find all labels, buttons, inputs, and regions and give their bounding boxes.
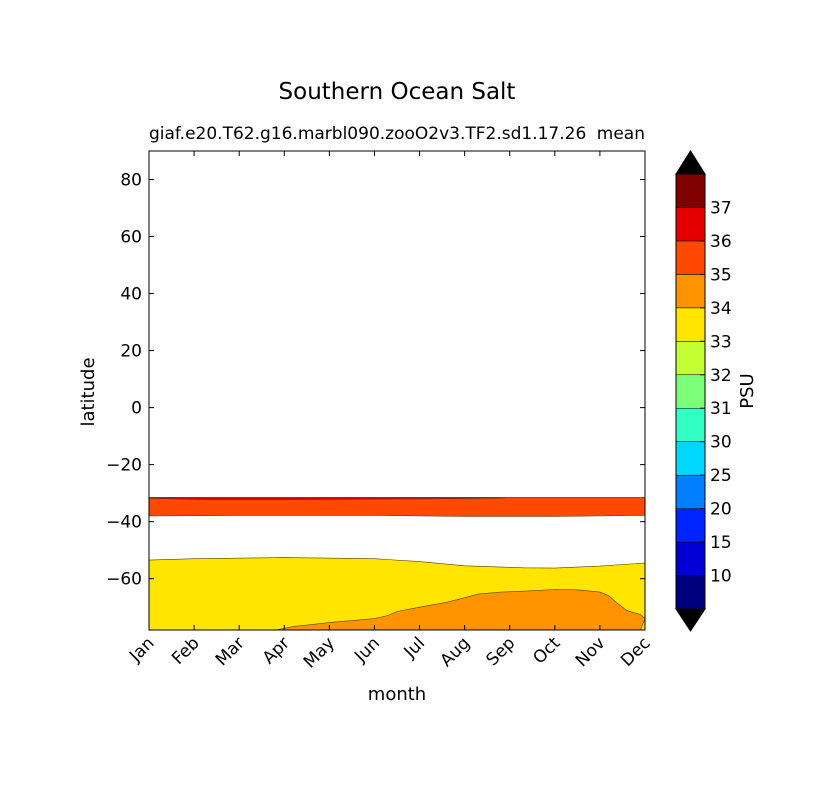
colorbar-tick-label: 37: [710, 198, 732, 218]
colorbar-tick-label: 20: [710, 500, 732, 520]
chart-subtitle-right: mean: [597, 124, 645, 144]
y-tick-label: 80: [120, 171, 142, 191]
colorbar-tick-label: 34: [710, 299, 732, 319]
colorbar-segment: [675, 341, 706, 376]
colorbar-tick-label: 35: [710, 265, 732, 285]
colorbar-label: PSU: [737, 373, 758, 408]
x-tick-label: Jun: [350, 633, 384, 667]
colorbar-segment: [675, 274, 706, 309]
y-tick-label: −60: [106, 570, 142, 590]
colorbar-tick-label: 32: [710, 366, 732, 386]
y-tick-label: 60: [120, 228, 142, 248]
x-tick-label: Jul: [400, 633, 429, 662]
colorbar-segment: [675, 575, 706, 610]
colorbar-segment: [675, 307, 706, 342]
colorbar-segment: [675, 173, 706, 208]
x-tick-label: Jan: [125, 633, 158, 666]
y-tick-label: −40: [106, 513, 142, 533]
x-axis-label: month: [368, 684, 426, 705]
colorbar-segment: [675, 207, 706, 242]
colorbar: 10 15 20 25 30 31 32 33 34 35 36 37: [675, 150, 732, 632]
colorbar-tick-label: 10: [710, 567, 732, 587]
x-tick-label: Dec: [617, 633, 654, 670]
plot-frame: [148, 150, 646, 631]
x-tick-label: Mar: [212, 633, 249, 670]
contour-region-35-36: [149, 497, 645, 517]
chart-title: Southern Ocean Salt: [279, 79, 516, 105]
x-tick-label: Nov: [572, 633, 610, 671]
colorbar-segment: [675, 407, 706, 442]
colorbar-extend-max: [675, 150, 706, 175]
y-tick-label: 0: [131, 399, 142, 419]
colorbar-segment: [675, 441, 706, 476]
y-tick-label: −20: [106, 456, 142, 476]
colorbar-segment: [675, 541, 706, 576]
x-tick-label: Aug: [437, 633, 475, 671]
x-tick-label: Sep: [482, 633, 519, 670]
colorbar-segment: [675, 240, 706, 275]
colorbar-tick-label: 25: [710, 466, 732, 486]
contour-region-34-35: [275, 589, 645, 630]
contour-region-36-37: [149, 497, 506, 501]
colorbar-frame: [675, 173, 706, 610]
y-axis-label: latitude: [78, 357, 99, 426]
y-tick-label: 40: [120, 285, 142, 305]
plot-area: [149, 497, 645, 630]
colorbar-tick-label: 30: [710, 433, 732, 453]
x-tick-label: Apr: [259, 633, 294, 668]
x-tick-label: Feb: [168, 633, 203, 668]
x-tick-label: Oct: [529, 633, 564, 668]
y-axis: 80 60 40 20 0 −20 −40 −60: [106, 171, 645, 590]
colorbar-segment: [675, 474, 706, 509]
colorbar-segment: [675, 374, 706, 409]
colorbar-tick-label: 31: [710, 399, 732, 419]
colorbar-tick-label: 15: [710, 533, 732, 553]
colorbar-tick-label: 33: [710, 332, 732, 352]
x-tick-label: May: [300, 633, 339, 672]
colorbar-extend-min: [675, 608, 706, 632]
y-tick-label: 20: [120, 342, 142, 362]
colorbar-tick-label: 36: [710, 232, 732, 252]
colorbar-segment: [675, 508, 706, 543]
chart-subtitle-left: giaf.e20.T62.g16.marbl090.zooO2v3.TF2.sd…: [149, 124, 586, 144]
